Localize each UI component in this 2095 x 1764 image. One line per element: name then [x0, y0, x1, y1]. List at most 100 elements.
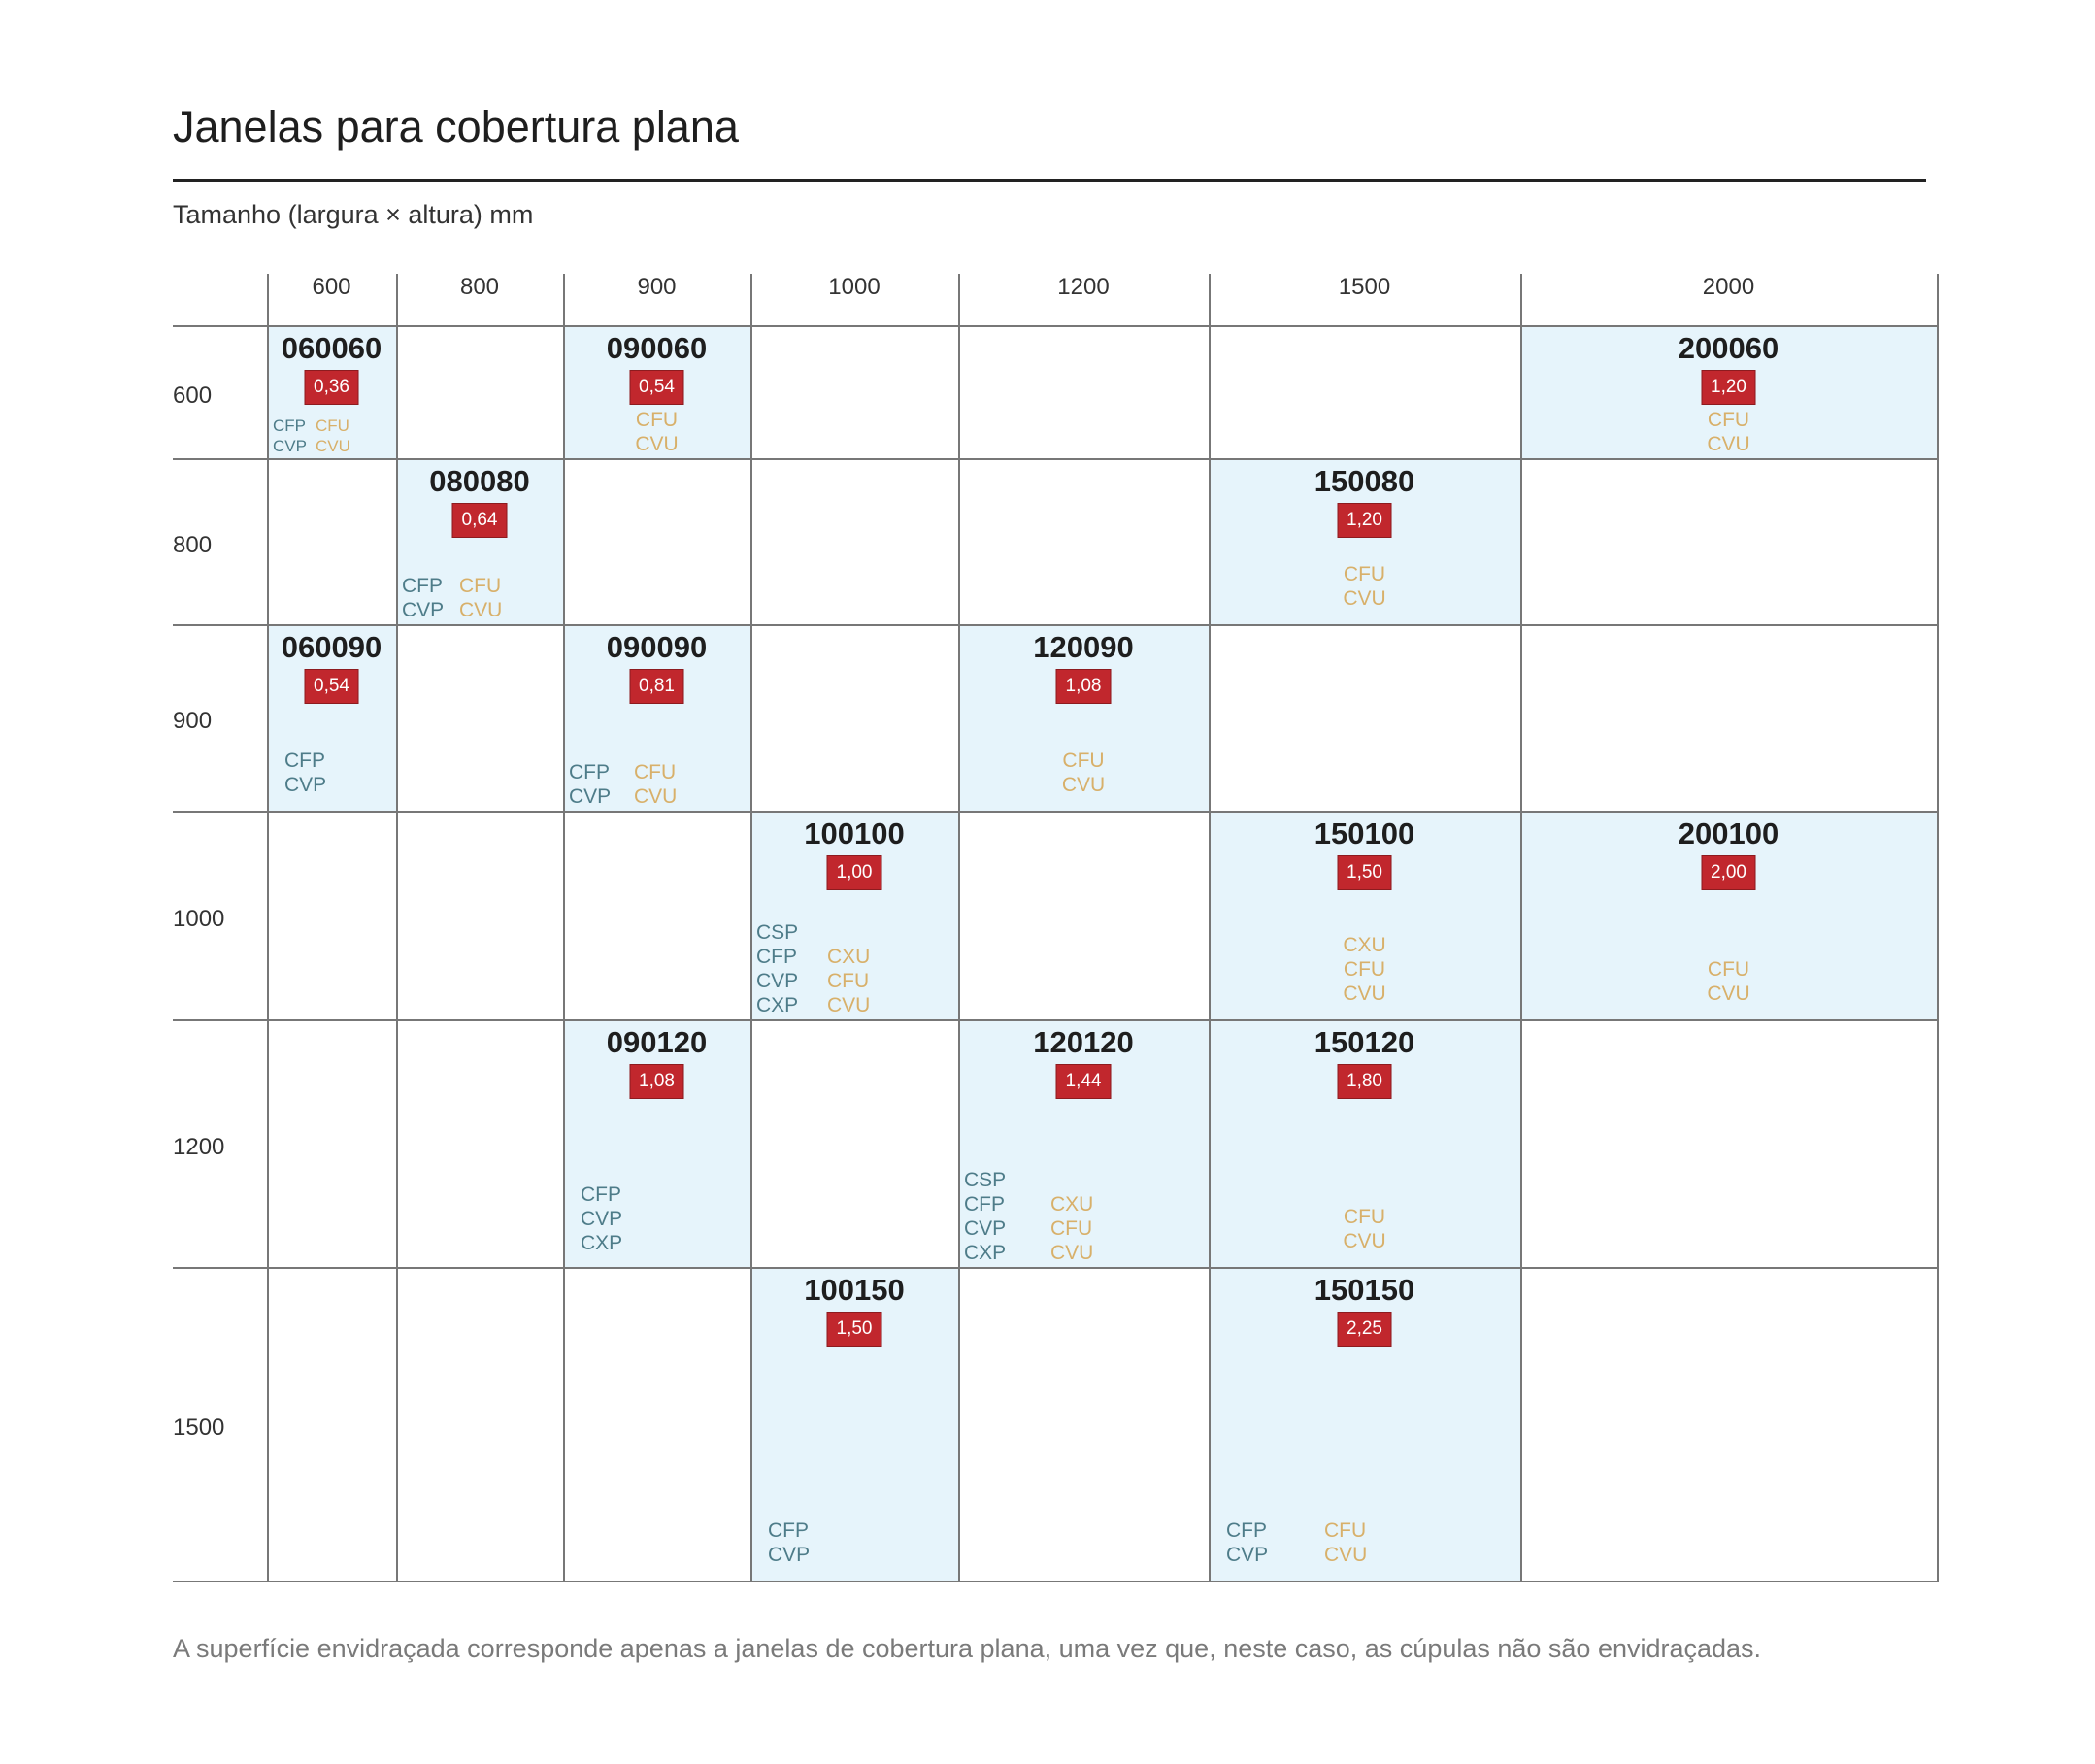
- glazed-area-badge: 1,44: [1055, 1064, 1112, 1099]
- column-label-800: 800: [459, 274, 500, 300]
- glazed-area-badge: 0,81: [629, 669, 684, 704]
- type-code: CVP: [402, 599, 445, 621]
- row-label-1000: 1000: [173, 905, 225, 932]
- footnote: A superfície envidraçada corresponde ape…: [173, 1634, 1762, 1663]
- glazed-area-badge: 0,36: [304, 370, 359, 405]
- type-code: CXP: [964, 1242, 1007, 1264]
- type-code: CFU: [1707, 409, 1750, 431]
- row-label-600: 600: [173, 382, 213, 409]
- window-code: 090120: [606, 1025, 708, 1059]
- type-code: CVU: [635, 433, 679, 455]
- type-code: CVU: [1343, 982, 1386, 1005]
- glazed-area-badge: 1,08: [629, 1064, 684, 1099]
- grid-vline: [1209, 274, 1211, 1581]
- row-label-900: 900: [173, 708, 213, 734]
- opening-type-list: CFU CVU: [1062, 749, 1105, 797]
- grid-hline: [173, 624, 1939, 626]
- row-label-1200: 1200: [173, 1133, 225, 1160]
- window-cell-090090: 090090 0,81 CFP CVP CFU CVU: [563, 624, 750, 811]
- window-code: 200060: [1678, 331, 1779, 365]
- type-code: CFP: [768, 1519, 809, 1542]
- window-code: 200100: [1678, 816, 1779, 850]
- glazed-area-badge: 0,64: [451, 503, 508, 538]
- type-code: CFU: [827, 970, 870, 992]
- opening-type-list: CXU CFU CVU: [827, 945, 870, 1017]
- grid-vline: [750, 274, 752, 1581]
- type-code: CVP: [273, 437, 307, 455]
- header-divider: [173, 325, 1939, 327]
- window-cell-200060: 200060 1,20 CFU CVU: [1520, 325, 1937, 458]
- opening-type-list: CFU CVU: [634, 760, 677, 809]
- window-cell-120120: 120120 1,44 CSP CFP CVP CXP CXU CFU CVU: [958, 1019, 1209, 1267]
- type-code: CVP: [964, 1217, 1007, 1240]
- glazed-area-badge: 1,08: [1055, 669, 1112, 704]
- glazed-area-badge: 1,20: [1701, 370, 1756, 405]
- window-code: 100150: [804, 1273, 905, 1307]
- opening-type-list: CXU CFU CVU: [1050, 1192, 1093, 1265]
- type-code: CVP: [756, 970, 799, 992]
- column-label-1500: 1500: [1338, 274, 1391, 300]
- type-code: CFU: [459, 575, 502, 597]
- type-code: CVP: [1226, 1544, 1269, 1566]
- fixed-type-list: CSP CFP CVP CXP: [756, 920, 798, 1017]
- glazed-area-badge: 2,00: [1701, 855, 1756, 890]
- type-code: CFU: [1343, 958, 1386, 981]
- glazed-area-badge: 0,54: [304, 669, 359, 704]
- grid-vline: [563, 274, 565, 1581]
- grid-vline: [1520, 274, 1522, 1581]
- type-code: CVU: [1707, 982, 1750, 1005]
- grid-vline: [958, 274, 960, 1581]
- type-code: CSP: [756, 921, 799, 944]
- window-cell-060060: 060060 0,36 CFP CVP CFU CVU: [267, 325, 396, 458]
- type-code: CSP: [964, 1169, 1007, 1191]
- window-code: 150120: [1314, 1025, 1415, 1059]
- window-code: 150100: [1314, 816, 1415, 850]
- grid-hline: [173, 1581, 1939, 1582]
- grid-hline: [173, 1267, 1939, 1269]
- glazed-area-badge: 0,54: [629, 370, 684, 405]
- window-code: 090090: [606, 630, 708, 664]
- grid-vline: [267, 274, 269, 1581]
- type-code: CVU: [634, 785, 678, 808]
- glazed-area-badge: 2,25: [1337, 1312, 1392, 1347]
- fixed-type-list: CFP CVP: [569, 760, 611, 809]
- fixed-type-list: CFP CVP: [273, 416, 307, 456]
- window-cell-060090: 060090 0,54 CFP CVP: [267, 624, 396, 811]
- opening-type-list: CFU CVU: [1324, 1518, 1367, 1567]
- row-label-800: 800: [173, 531, 213, 558]
- type-code: CFU: [634, 761, 677, 783]
- type-code: CXP: [581, 1232, 623, 1254]
- window-code: 060090: [281, 630, 382, 664]
- opening-type-list: CFU CVU: [1343, 1205, 1385, 1253]
- type-code: CFU: [1050, 1217, 1093, 1240]
- type-code: CFP: [569, 761, 610, 783]
- window-code: 100100: [804, 816, 905, 850]
- window-cell-090060: 090060 0,54 CFU CVU: [563, 325, 750, 458]
- type-code: CXP: [756, 994, 799, 1016]
- type-code: CVU: [1061, 774, 1106, 796]
- window-code: 150080: [1314, 464, 1415, 498]
- opening-type-list: CFU CVU: [1343, 562, 1385, 611]
- glazed-area-badge: 1,00: [826, 855, 882, 890]
- fixed-type-list: CFP CVP: [1226, 1518, 1268, 1567]
- column-label-2000: 2000: [1702, 274, 1755, 300]
- fixed-type-list: CFP CVP: [284, 749, 326, 797]
- type-code: CFP: [581, 1183, 621, 1206]
- type-code: CVU: [1050, 1242, 1094, 1264]
- window-cell-090120: 090120 1,08 CFP CVP CXP: [563, 1019, 750, 1267]
- window-code: 080080: [429, 464, 530, 498]
- glazed-area-badge: 1,80: [1337, 1064, 1392, 1099]
- glazed-area-badge: 1,20: [1337, 503, 1392, 538]
- window-cell-150100: 150100 1,50 CXU CFU CVU: [1209, 811, 1520, 1019]
- type-code: CFU: [316, 416, 349, 435]
- type-code: CVU: [1324, 1544, 1368, 1566]
- window-cell-080080: 080080 0,64 CFP CVP CFU CVU: [396, 458, 563, 624]
- window-code: 120090: [1033, 630, 1134, 664]
- opening-type-list: CFU CVU: [635, 408, 678, 456]
- grid-hline: [173, 811, 1939, 813]
- type-code: CXU: [1050, 1193, 1094, 1215]
- fixed-type-list: CFP CVP: [402, 574, 444, 622]
- type-code: CVP: [768, 1544, 811, 1566]
- type-code: CXU: [1343, 934, 1386, 956]
